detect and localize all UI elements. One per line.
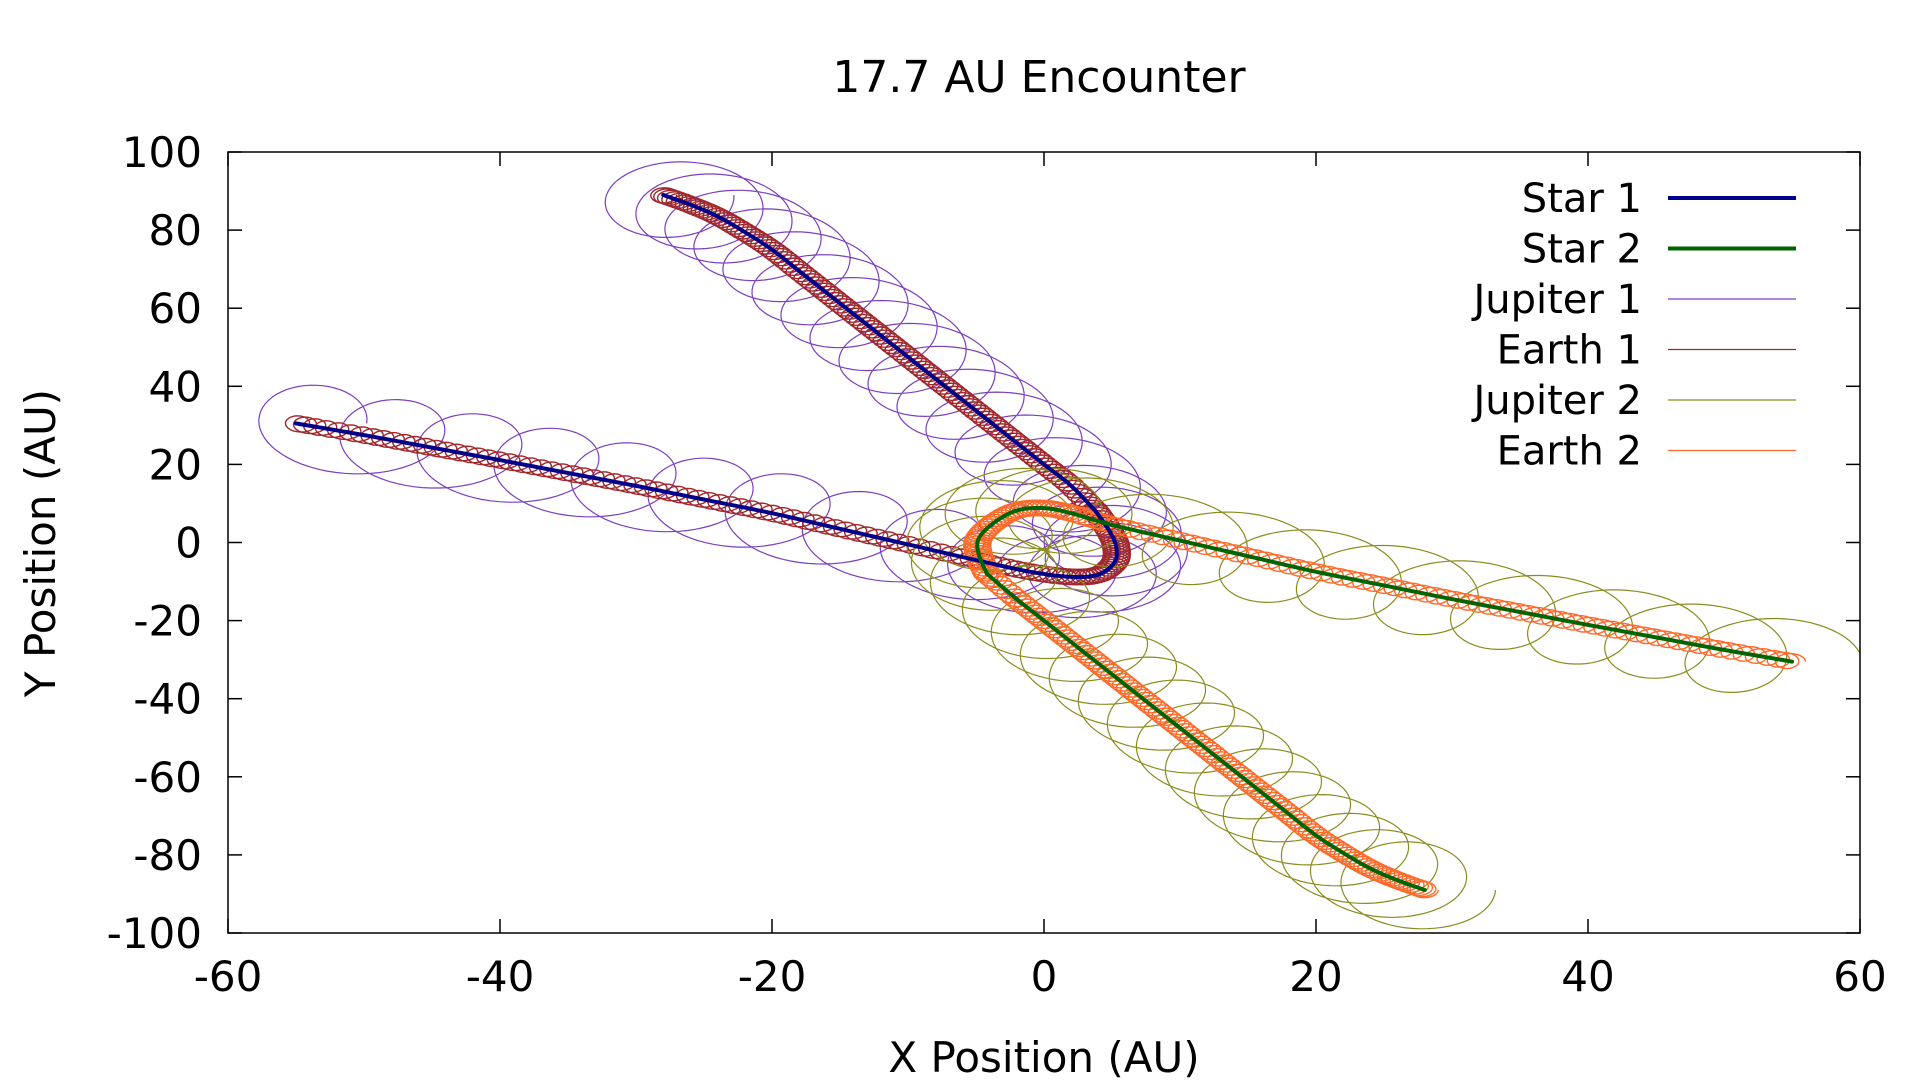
legend-label: Star 1 bbox=[1522, 176, 1642, 222]
axis-ticks: -60 -40 -20 0 20 40 60 -100 -80 -60 -40 -20 0 20 40 60 8… bbox=[107, 128, 1887, 1001]
x-tick-label: 20 bbox=[1289, 952, 1342, 1001]
x-axis-title: X Position (AU) bbox=[888, 1033, 1199, 1080]
y-tick-label: 60 bbox=[149, 284, 202, 333]
y-axis-title: Y Position (AU) bbox=[16, 389, 65, 698]
x-tick-label: -20 bbox=[738, 952, 807, 1001]
series-jupiter-1-orbit bbox=[604, 161, 1167, 533]
y-tick-label: 20 bbox=[149, 440, 202, 489]
series-jupiter-1-orbit bbox=[258, 384, 1189, 619]
x-tick-label: 60 bbox=[1833, 952, 1886, 1001]
series-earth-1-orbit bbox=[649, 187, 1110, 519]
y-tick-label: 100 bbox=[122, 128, 202, 177]
series-star-2-track bbox=[975, 506, 1794, 664]
y-tick-label: -20 bbox=[133, 597, 202, 646]
series-layer bbox=[258, 161, 1860, 930]
y-tick-label: 80 bbox=[149, 206, 202, 255]
series-star-2-track bbox=[984, 571, 1427, 892]
x-tick-label: -60 bbox=[194, 952, 263, 1001]
series-star-1-track bbox=[294, 421, 1119, 579]
series-jupiter-2-orbit bbox=[929, 537, 1497, 930]
x-tick-label: -40 bbox=[466, 952, 535, 1001]
legend-label: Earth 1 bbox=[1497, 328, 1642, 374]
legend-label: Jupiter 1 bbox=[1470, 277, 1642, 323]
y-tick-label: -80 bbox=[133, 831, 202, 880]
y-tick-label: -100 bbox=[107, 909, 202, 958]
y-tick-label: 0 bbox=[175, 519, 202, 568]
x-tick-label: 40 bbox=[1561, 952, 1614, 1001]
y-tick-label: 40 bbox=[149, 362, 202, 411]
legend-label: Star 2 bbox=[1522, 227, 1642, 273]
y-tick-label: -40 bbox=[133, 675, 202, 724]
y-tick-label: -60 bbox=[133, 753, 202, 802]
legend-label: Earth 2 bbox=[1497, 429, 1642, 475]
series-star-1-track bbox=[661, 193, 1098, 514]
legend-label: Jupiter 2 bbox=[1470, 378, 1642, 424]
chart-title: 17.7 AU Encounter bbox=[832, 52, 1246, 103]
x-tick-label: 0 bbox=[1031, 952, 1058, 1001]
series-jupiter-2-orbit bbox=[905, 467, 1860, 693]
